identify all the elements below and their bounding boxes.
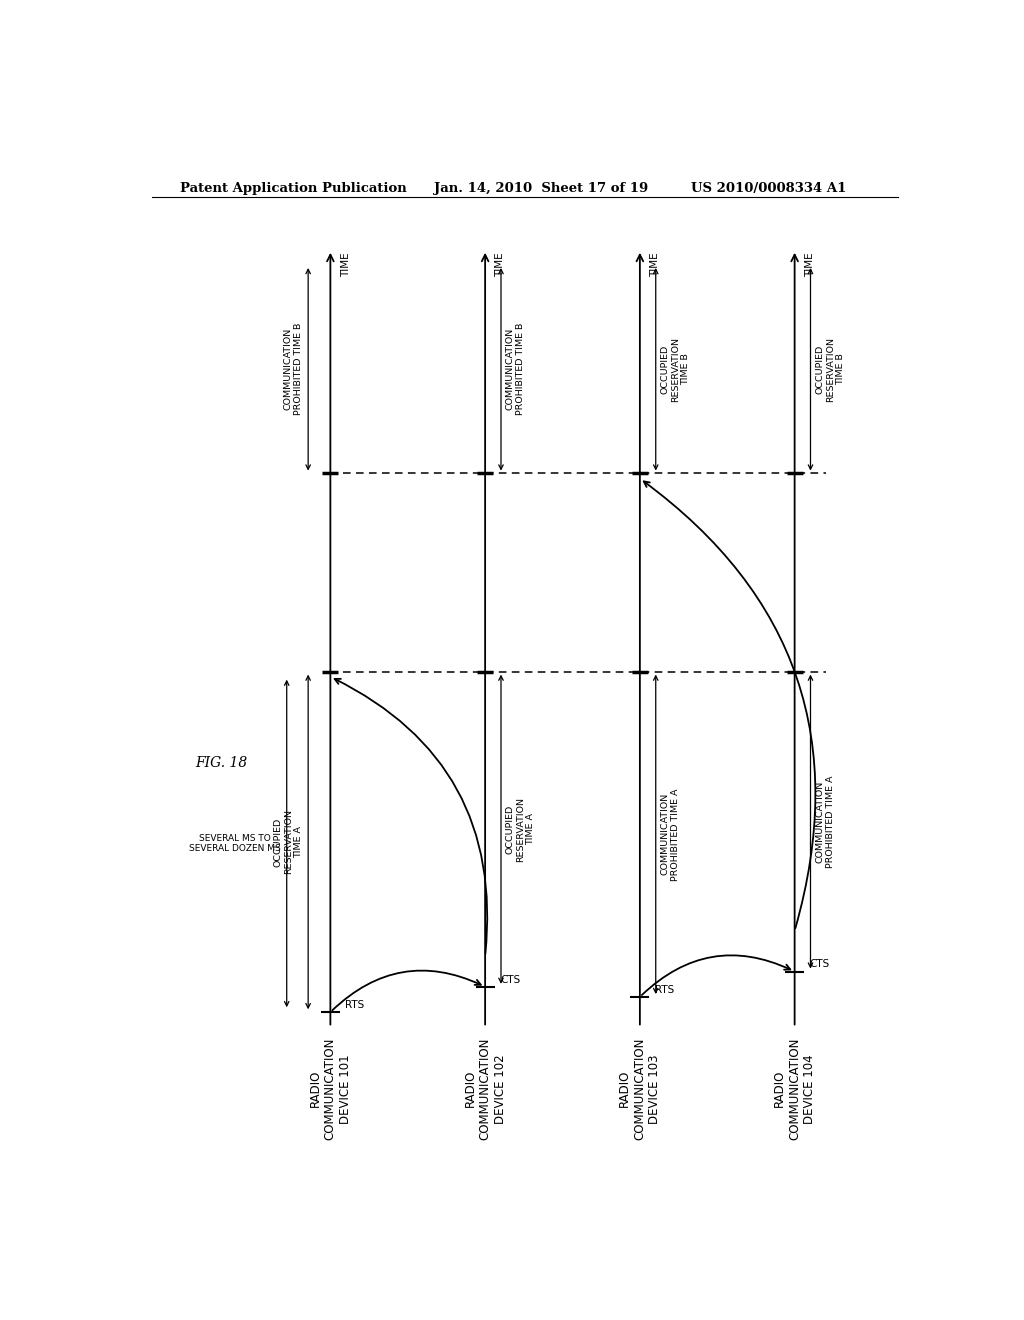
Text: CTS: CTS <box>500 974 520 985</box>
Text: CTS: CTS <box>810 960 830 969</box>
Text: TIME: TIME <box>650 252 660 276</box>
Text: SEVERAL MS TO
SEVERAL DOZEN MS: SEVERAL MS TO SEVERAL DOZEN MS <box>189 834 282 853</box>
Text: OCCUPIED
RESERVATION
TIME B: OCCUPIED RESERVATION TIME B <box>660 337 690 401</box>
Text: RTS: RTS <box>345 1001 365 1010</box>
Text: Patent Application Publication: Patent Application Publication <box>179 182 407 195</box>
Text: Jan. 14, 2010  Sheet 17 of 19: Jan. 14, 2010 Sheet 17 of 19 <box>433 182 648 195</box>
Text: TIME: TIME <box>341 252 350 276</box>
Text: RADIO
COMMUNICATION
DEVICE 104: RADIO COMMUNICATION DEVICE 104 <box>773 1038 816 1140</box>
Text: TIME: TIME <box>496 252 506 276</box>
Text: OCCUPIED
RESERVATION
TIME B: OCCUPIED RESERVATION TIME B <box>815 337 845 401</box>
Text: RTS: RTS <box>655 985 674 995</box>
Text: RADIO
COMMUNICATION
DEVICE 101: RADIO COMMUNICATION DEVICE 101 <box>309 1038 352 1140</box>
Text: OCCUPIED
RESERVATION
TIME A: OCCUPIED RESERVATION TIME A <box>273 809 303 874</box>
Text: COMMUNICATION
PROHIBITED TIME A: COMMUNICATION PROHIBITED TIME A <box>660 788 680 880</box>
Text: COMMUNICATION
PROHIBITED TIME B: COMMUNICATION PROHIBITED TIME B <box>284 323 303 416</box>
Text: COMMUNICATION
PROHIBITED TIME A: COMMUNICATION PROHIBITED TIME A <box>815 775 835 867</box>
Text: OCCUPIED
RESERVATION
TIME A: OCCUPIED RESERVATION TIME A <box>506 797 536 862</box>
Text: COMMUNICATION
PROHIBITED TIME B: COMMUNICATION PROHIBITED TIME B <box>506 323 525 416</box>
Text: RADIO
COMMUNICATION
DEVICE 103: RADIO COMMUNICATION DEVICE 103 <box>618 1038 662 1140</box>
Text: FIG. 18: FIG. 18 <box>196 756 248 770</box>
Text: RADIO
COMMUNICATION
DEVICE 102: RADIO COMMUNICATION DEVICE 102 <box>464 1038 507 1140</box>
Text: TIME: TIME <box>805 252 815 276</box>
Text: US 2010/0008334 A1: US 2010/0008334 A1 <box>691 182 847 195</box>
